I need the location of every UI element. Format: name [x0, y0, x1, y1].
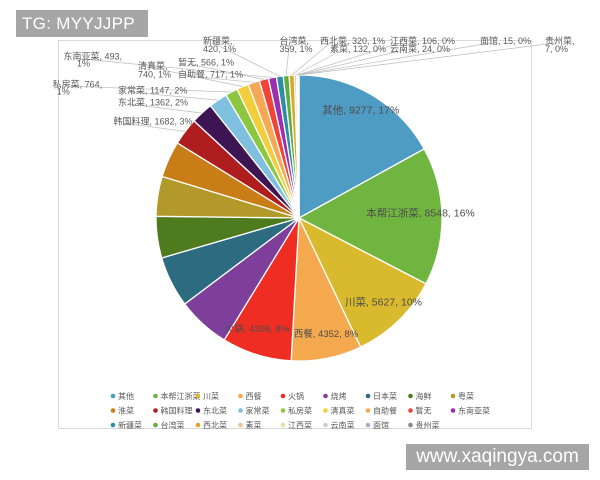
svg-text:东南亚菜, 493,: 东南亚菜, 493,: [64, 51, 123, 62]
svg-text:暂无, 566, 1%: 暂无, 566, 1%: [178, 57, 234, 68]
svg-text:私房菜: 私房菜: [288, 406, 312, 416]
svg-text:359, 1%: 359, 1%: [280, 44, 313, 54]
svg-text:1%: 1%: [77, 59, 90, 69]
svg-text:本帮江浙菜: 本帮江浙菜: [161, 391, 201, 401]
svg-text:清真菜: 清真菜: [331, 406, 355, 416]
svg-text:自助餐: 自助餐: [373, 406, 397, 416]
svg-text:韩国料理, 1682, 3%: 韩国料理, 1682, 3%: [114, 116, 193, 127]
svg-text:火锅: 火锅: [288, 391, 304, 401]
svg-text:川菜, 5627, 10%: 川菜, 5627, 10%: [345, 296, 422, 308]
svg-text:东南亚菜: 东南亚菜: [458, 406, 490, 416]
svg-text:西餐: 西餐: [246, 392, 262, 401]
svg-text:日本菜: 日本菜: [373, 391, 397, 401]
svg-text:台湾菜: 台湾菜: [161, 420, 185, 430]
svg-text:其他, 9277, 17%: 其他, 9277, 17%: [322, 103, 399, 116]
svg-text:素菜: 素菜: [246, 420, 262, 430]
svg-text:东北菜: 东北菜: [203, 406, 227, 416]
svg-text:贵州菜: 贵州菜: [416, 420, 440, 430]
svg-text:海鲜: 海鲜: [416, 391, 432, 401]
svg-text:云南菜, 24, 0%: 云南菜, 24, 0%: [390, 43, 450, 54]
svg-text:新疆菜: 新疆菜: [118, 420, 142, 430]
svg-text:火锅, 4308, 8%: 火锅, 4308, 8%: [225, 324, 290, 335]
svg-text:面馆, 15, 0%: 面馆, 15, 0%: [480, 35, 531, 46]
svg-text:烧烤: 烧烤: [331, 391, 347, 401]
svg-text:淮菜: 淮菜: [118, 406, 134, 416]
svg-text:家常菜, 1147, 2%: 家常菜, 1147, 2%: [118, 85, 187, 96]
svg-text:自助餐, 717, 1%: 自助餐, 717, 1%: [178, 68, 243, 79]
svg-text:素菜, 132, 0%: 素菜, 132, 0%: [330, 43, 386, 54]
svg-text:江西菜: 江西菜: [288, 420, 312, 430]
svg-text:本帮江浙菜, 8548, 16%: 本帮江浙菜, 8548, 16%: [366, 206, 475, 219]
svg-text:家常菜: 家常菜: [246, 406, 270, 416]
svg-text:西北菜: 西北菜: [203, 420, 227, 430]
svg-text:川菜: 川菜: [203, 391, 219, 401]
svg-text:420, 1%: 420, 1%: [203, 44, 236, 54]
svg-text:西餐, 4352, 8%: 西餐, 4352, 8%: [294, 328, 359, 340]
svg-text:其他: 其他: [118, 391, 134, 401]
svg-text:面馆: 面馆: [373, 420, 389, 430]
svg-text:740, 1%: 740, 1%: [138, 69, 171, 79]
svg-text:粤菜: 粤菜: [458, 391, 474, 401]
svg-text:7, 0%: 7, 0%: [545, 44, 568, 54]
svg-text:韩国料理: 韩国料理: [161, 406, 193, 416]
svg-text:东北菜, 1362, 2%: 东北菜, 1362, 2%: [118, 97, 188, 108]
svg-text:云南菜: 云南菜: [331, 420, 355, 430]
svg-text:暂无: 暂无: [416, 406, 432, 416]
svg-text:1%: 1%: [57, 87, 70, 97]
